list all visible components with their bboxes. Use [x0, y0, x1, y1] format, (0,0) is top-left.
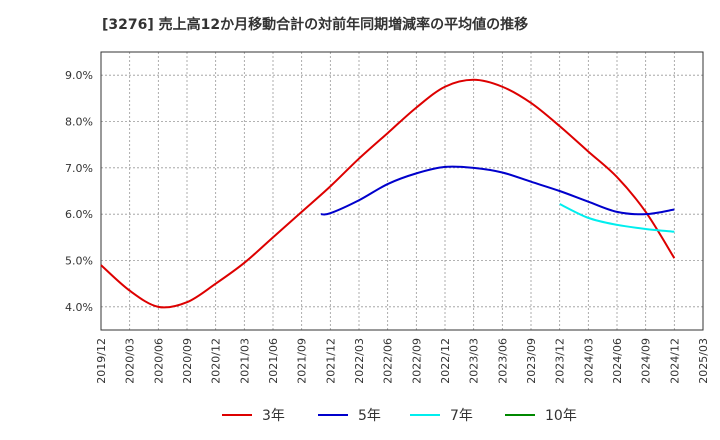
y-tick-label: 9.0% — [65, 69, 93, 82]
series-line-3 — [559, 203, 675, 233]
series-line-2 — [320, 165, 675, 216]
legend-label-3yr: 3年 — [262, 408, 285, 424]
legend-swatch-3yr — [222, 414, 252, 416]
y-tick-label: 7.0% — [65, 162, 93, 175]
x-tick-label: 2023/09 — [525, 338, 538, 384]
x-tick-label: 2024/03 — [582, 338, 595, 384]
x-tick-label: 2024/12 — [668, 338, 681, 384]
plot-area — [101, 52, 703, 330]
legend-label-5yr: 5年 — [358, 408, 381, 424]
y-tick-label: 5.0% — [65, 255, 93, 268]
y-tick-label: 4.0% — [65, 301, 93, 314]
chart-title: [3276] 売上高12か月移動合計の対前年同期増減率の平均値の推移 — [102, 17, 529, 33]
x-tick-label: 2020/06 — [152, 338, 165, 384]
x-tick-label: 2022/06 — [382, 338, 395, 384]
legend-item-10yr: 10年 — [505, 404, 577, 426]
x-tick-label: 2022/03 — [353, 338, 366, 384]
x-tick-label: 2023/12 — [554, 338, 567, 384]
y-tick-label: 6.0% — [65, 208, 93, 221]
y-tick-label: 8.0% — [65, 116, 93, 129]
x-tick-label: 2021/03 — [238, 338, 251, 384]
x-tick-label: 2022/09 — [410, 338, 423, 384]
legend-swatch-10yr — [505, 414, 535, 416]
x-tick-label: 2019/12 — [95, 338, 108, 384]
x-tick-label: 2023/06 — [496, 338, 509, 384]
x-tick-label: 2020/03 — [124, 338, 137, 384]
x-tick-label: 2021/06 — [267, 338, 280, 384]
x-tick-label: 2024/06 — [611, 338, 624, 384]
plot-frame — [100, 51, 704, 331]
x-tick-label: 2021/09 — [296, 338, 309, 384]
legend-item-3yr: 3年 — [222, 404, 285, 426]
x-tick-label: 2020/12 — [210, 338, 223, 384]
series-line-1 — [100, 78, 676, 309]
x-tick-label: 2025/03 — [697, 338, 710, 384]
legend-label-7yr: 7年 — [450, 408, 473, 424]
legend-item-7yr: 7年 — [410, 404, 473, 426]
legend: 3年 5年 7年 10年 — [0, 404, 720, 426]
x-tick-label: 2022/12 — [439, 338, 452, 384]
x-tick-label: 2023/03 — [468, 338, 481, 384]
legend-swatch-7yr — [410, 414, 440, 416]
x-tick-label: 2020/09 — [181, 338, 194, 384]
legend-swatch-5yr — [318, 414, 348, 416]
legend-item-5yr: 5年 — [318, 404, 381, 426]
x-tick-label: 2024/09 — [640, 338, 653, 384]
legend-label-10yr: 10年 — [545, 408, 577, 424]
x-tick-label: 2021/12 — [324, 338, 337, 384]
